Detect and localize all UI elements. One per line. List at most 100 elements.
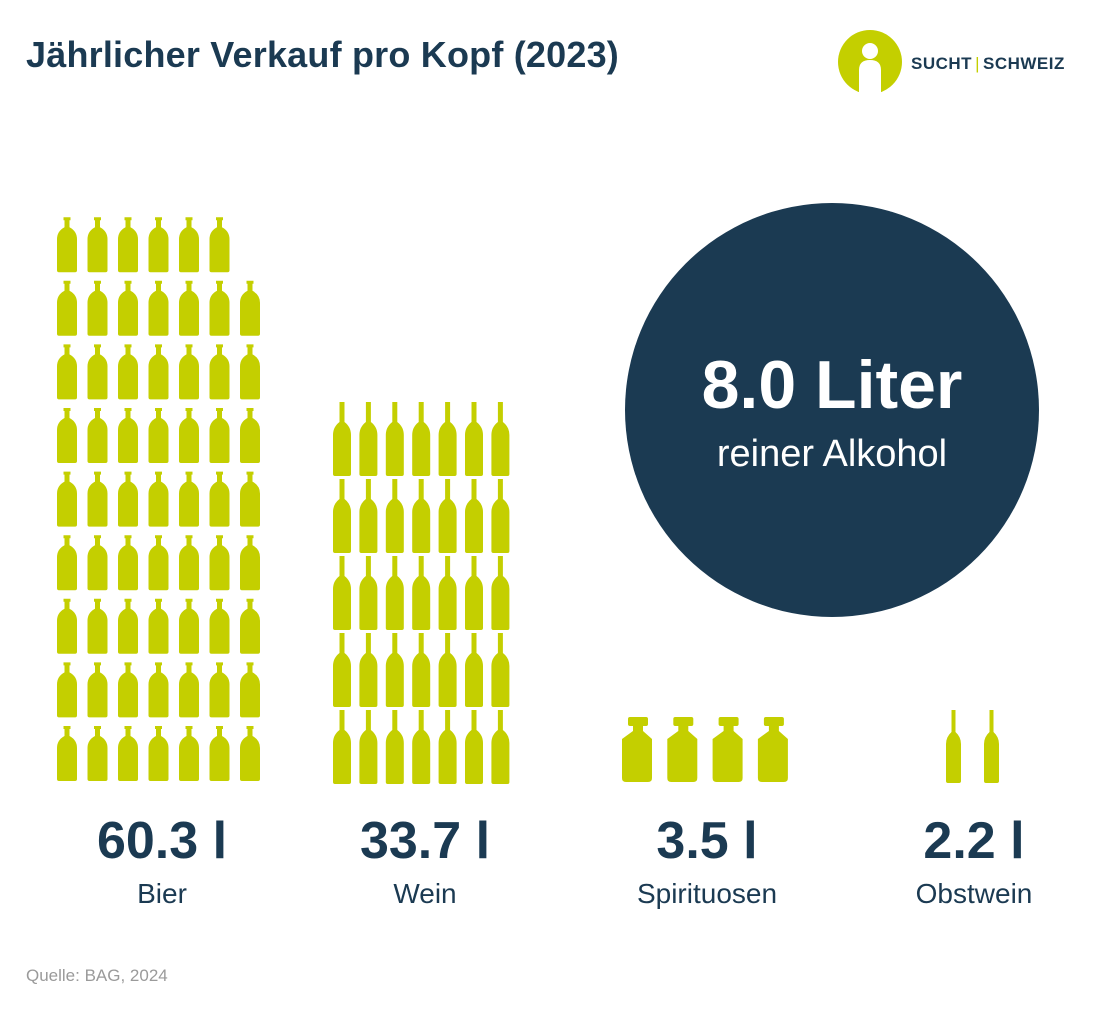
beer-bottle-icon — [148, 535, 169, 591]
beer-bottle-icon — [87, 280, 108, 336]
wine-bottle-icon — [385, 556, 404, 630]
icon-group-obstwein — [946, 710, 999, 783]
wine-bottle-icon — [491, 479, 510, 553]
beer-bottle-icon — [118, 408, 138, 463]
wine-bottle-icon — [465, 633, 483, 707]
total-alcohol-value: 8.0 Liter — [701, 347, 963, 423]
beer-bottle-icon — [209, 662, 230, 718]
wine-bottle-icon — [465, 402, 483, 476]
beer-bottle-icon — [118, 280, 138, 336]
beer-bottle-icon — [179, 598, 199, 654]
beer-bottle-icon — [87, 408, 108, 463]
wine-bottle-icon — [491, 710, 510, 784]
wine-bottle-icon — [385, 633, 404, 707]
wine-bottle-icon — [333, 710, 351, 784]
beer-bottle-icon — [209, 408, 230, 463]
beer-bottle-icon — [118, 662, 138, 718]
wine-bottle-icon — [465, 710, 483, 784]
beer-bottle-icon — [240, 535, 260, 591]
icon-group-spirituosen — [622, 717, 788, 782]
wine-bottle-icon — [438, 479, 457, 553]
wine-bottle-icon — [333, 556, 351, 630]
wine-bottle-icon — [359, 633, 378, 707]
beer-bottle-icon — [240, 471, 260, 527]
wine-bottle-icon — [465, 556, 483, 630]
beer-bottle-icon — [118, 535, 138, 591]
beer-bottle-icon — [209, 280, 230, 336]
beer-bottle-icon — [118, 217, 138, 273]
beer-bottle-icon — [209, 217, 230, 273]
source-note: Quelle: BAG, 2024 — [26, 966, 168, 985]
total-alcohol-label: reiner Alkohol — [716, 433, 948, 475]
beer-bottle-icon — [240, 344, 260, 400]
icon-group-wein — [333, 402, 510, 784]
beer-bottle-icon — [57, 280, 77, 336]
beer-bottle-icon — [148, 344, 169, 400]
brand-logo: SUCHT | SCHWEIZ — [838, 30, 1088, 100]
beer-bottle-icon — [148, 471, 169, 527]
value-label-wein: 33.7 l — [359, 812, 491, 870]
logo-separator: | — [975, 54, 980, 73]
cider-bottle-icon — [946, 710, 961, 783]
wine-bottle-icon — [333, 402, 351, 476]
wine-bottle-icon — [438, 402, 457, 476]
beer-bottle-icon — [209, 535, 230, 591]
beer-bottle-icon — [179, 217, 199, 273]
beer-bottle-icon — [87, 471, 108, 527]
beer-bottle-icon — [57, 598, 77, 654]
person-circle-icon — [838, 30, 902, 94]
wine-bottle-icon — [491, 633, 510, 707]
beer-bottle-icon — [148, 662, 169, 718]
wine-bottle-icon — [385, 402, 404, 476]
value-label-spirituosen: 3.5 l — [656, 812, 758, 870]
category-label-bier: Bier — [137, 878, 187, 909]
beer-bottle-icon — [87, 535, 108, 591]
beer-bottle-icon — [240, 598, 260, 654]
beer-bottle-icon — [179, 662, 199, 718]
beer-bottle-icon — [57, 344, 77, 400]
wine-bottle-icon — [412, 710, 431, 784]
cider-bottle-icon — [984, 710, 999, 783]
beer-bottle-icon — [87, 662, 108, 718]
beer-bottle-icon — [118, 344, 138, 400]
logo-text-schweiz: SCHWEIZ — [982, 54, 1065, 73]
beer-bottle-icon — [148, 598, 169, 654]
wine-bottle-icon — [359, 556, 378, 630]
wine-bottle-icon — [385, 710, 404, 784]
beer-bottle-icon — [57, 471, 77, 527]
total-alcohol-bubble: 8.0 Liter reiner Alkohol — [625, 203, 1039, 617]
beer-bottle-icon — [87, 217, 108, 273]
wine-bottle-icon — [438, 633, 457, 707]
spirits-bottle-icon — [757, 717, 788, 782]
beer-bottle-icon — [87, 726, 108, 781]
wine-bottle-icon — [465, 479, 483, 553]
beer-bottle-icon — [148, 217, 169, 273]
spirits-bottle-icon — [667, 717, 698, 782]
beer-bottle-icon — [179, 280, 199, 336]
beer-bottle-icon — [209, 598, 230, 654]
wine-bottle-icon — [359, 479, 378, 553]
beer-bottle-icon — [57, 408, 77, 463]
wine-bottle-icon — [491, 402, 510, 476]
wine-bottle-icon — [333, 479, 351, 553]
wine-bottle-icon — [438, 556, 457, 630]
beer-bottle-icon — [179, 726, 199, 781]
wine-bottle-icon — [491, 556, 510, 630]
beer-bottle-icon — [179, 471, 199, 527]
beer-bottle-icon — [118, 471, 138, 527]
beer-bottle-icon — [240, 280, 260, 336]
beer-bottle-icon — [57, 535, 77, 591]
wine-bottle-icon — [359, 710, 378, 784]
beer-bottle-icon — [209, 471, 230, 527]
beer-bottle-icon — [57, 726, 77, 781]
wine-bottle-icon — [412, 633, 431, 707]
spirits-bottle-icon — [712, 717, 743, 782]
beer-bottle-icon — [179, 408, 199, 463]
value-label-bier: 60.3 l — [96, 812, 228, 870]
page-title: Jährlicher Verkauf pro Kopf (2023) — [26, 34, 619, 75]
wine-bottle-icon — [385, 479, 404, 553]
beer-bottle-icon — [148, 408, 169, 463]
beer-bottle-icon — [118, 726, 138, 781]
beer-bottle-icon — [209, 726, 230, 781]
